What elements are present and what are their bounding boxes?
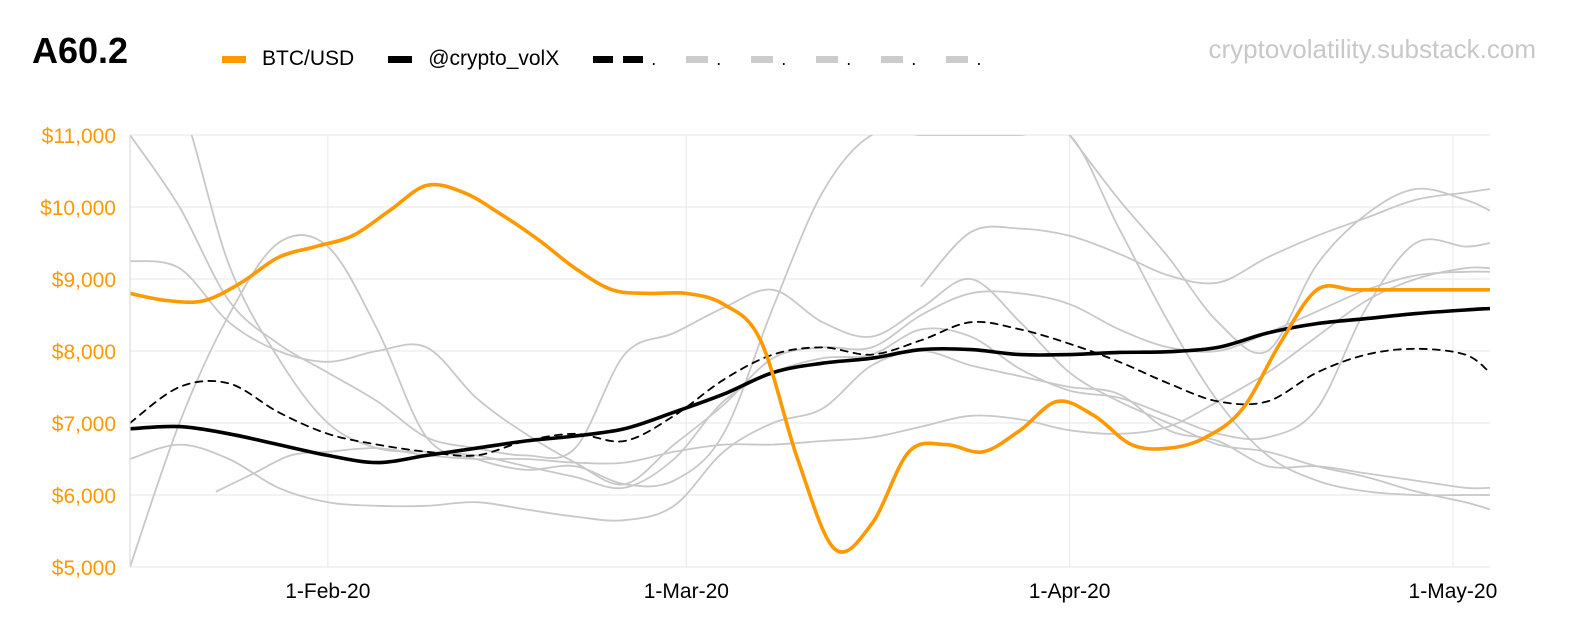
legend-dot-3: . [781,48,787,69]
legend-label-volx: @crypto_volX [428,47,560,70]
legend-item-btc: BTC/USD [222,47,354,71]
y-tick-label: $6,000 [52,485,116,508]
legend-dash-3 [751,55,774,63]
legend-dot-2: . [716,48,722,69]
legend-dash-6 [946,55,969,63]
series-line-grey-2 [130,135,1490,511]
series-line-grey-4 [130,350,1490,522]
y-tick-label: $9,000 [52,269,116,292]
series-line-dashed-1 [130,320,1490,457]
legend: BTC/USD @crypto_volX . . . . . . [222,44,1011,74]
x-tick-label: 1-Feb-20 [285,580,370,603]
watermark: cryptovolatility.substack.com [1208,34,1536,64]
y-tick-label: $10,000 [40,197,116,220]
axis-layer: $5,000 $6,000 $7,000 $8,000 $9,000 $10,000 $11… [40,125,1497,603]
y-tick-label: $7,000 [52,413,116,436]
x-tick-label: 1-Mar-20 [644,580,729,603]
series-layer [130,135,1490,567]
legend-item-volx: @crypto_volX [388,47,559,71]
legend-dash-1 [593,55,614,63]
legend-dot-4: . [846,48,852,69]
series-line-grey-5 [190,135,1490,490]
y-tick-label: $8,000 [52,341,116,364]
x-tick-label: 1-May-20 [1409,580,1498,603]
legend-dot-5: . [911,48,917,69]
chart-title: A60.2 [32,30,129,71]
series-line-grey-8 [1068,135,1490,354]
gridlines [130,134,1490,568]
legend-dot-1: . [651,48,657,69]
series-line--crypto-volx [130,306,1490,465]
legend-dash-5 [881,55,904,63]
legend-dot-6: . [976,48,982,69]
x-tick-label: 1-Apr-20 [1029,580,1111,603]
legend-swatch-volx [388,55,413,63]
legend-dashes: . . . . . . [593,49,1011,70]
legend-swatch-btc [222,55,246,63]
legend-label-btc: BTC/USD [262,47,355,70]
series-line-grey-7 [920,188,1490,288]
series-line-grey-6 [215,266,1490,493]
y-tick-label: $11,000 [42,125,116,148]
series-line-grey-1 [130,135,1490,567]
legend-dash-1b [623,55,644,63]
series-line-btc-usd [130,182,1490,554]
legend-dash-4 [816,55,839,63]
y-tick-label: $5,000 [52,557,116,580]
legend-dash-2 [686,55,709,63]
